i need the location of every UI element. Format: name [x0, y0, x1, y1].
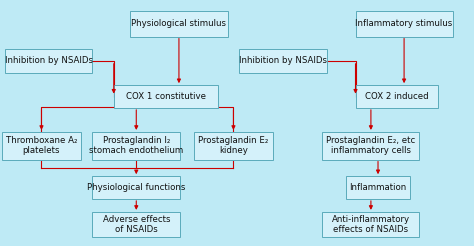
FancyBboxPatch shape	[92, 132, 180, 160]
FancyBboxPatch shape	[239, 49, 327, 73]
Text: Inflammatory stimulus: Inflammatory stimulus	[356, 19, 453, 29]
FancyBboxPatch shape	[356, 11, 453, 37]
FancyBboxPatch shape	[2, 132, 81, 160]
Text: Inhibition by NSAIDs: Inhibition by NSAIDs	[239, 56, 327, 65]
Text: COX 2 induced: COX 2 induced	[365, 92, 429, 101]
Text: Thromboxane A₂
platelets: Thromboxane A₂ platelets	[6, 136, 77, 155]
Text: Prostaglandin I₂
stomach endothelium: Prostaglandin I₂ stomach endothelium	[89, 136, 183, 155]
FancyBboxPatch shape	[356, 85, 438, 108]
FancyBboxPatch shape	[130, 11, 228, 37]
Text: Prostaglandin E₂
kidney: Prostaglandin E₂ kidney	[198, 136, 269, 155]
Text: Adverse effects
of NSAIDs: Adverse effects of NSAIDs	[102, 215, 170, 234]
FancyBboxPatch shape	[322, 212, 419, 237]
FancyBboxPatch shape	[346, 176, 410, 199]
Text: Anti-inflammatory
effects of NSAIDs: Anti-inflammatory effects of NSAIDs	[332, 215, 410, 234]
FancyBboxPatch shape	[92, 176, 180, 199]
Text: Inflammation: Inflammation	[349, 183, 407, 192]
FancyBboxPatch shape	[114, 85, 218, 108]
FancyBboxPatch shape	[92, 212, 180, 237]
FancyBboxPatch shape	[5, 49, 92, 73]
Text: COX 1 constitutive: COX 1 constitutive	[126, 92, 206, 101]
Text: Physiological functions: Physiological functions	[87, 183, 185, 192]
Text: Physiological stimulus: Physiological stimulus	[131, 19, 227, 29]
FancyBboxPatch shape	[322, 132, 419, 160]
FancyBboxPatch shape	[194, 132, 273, 160]
Text: Inhibition by NSAIDs: Inhibition by NSAIDs	[5, 56, 92, 65]
Text: Prostaglandin E₂, etc
inflammatory cells: Prostaglandin E₂, etc inflammatory cells	[326, 136, 416, 155]
